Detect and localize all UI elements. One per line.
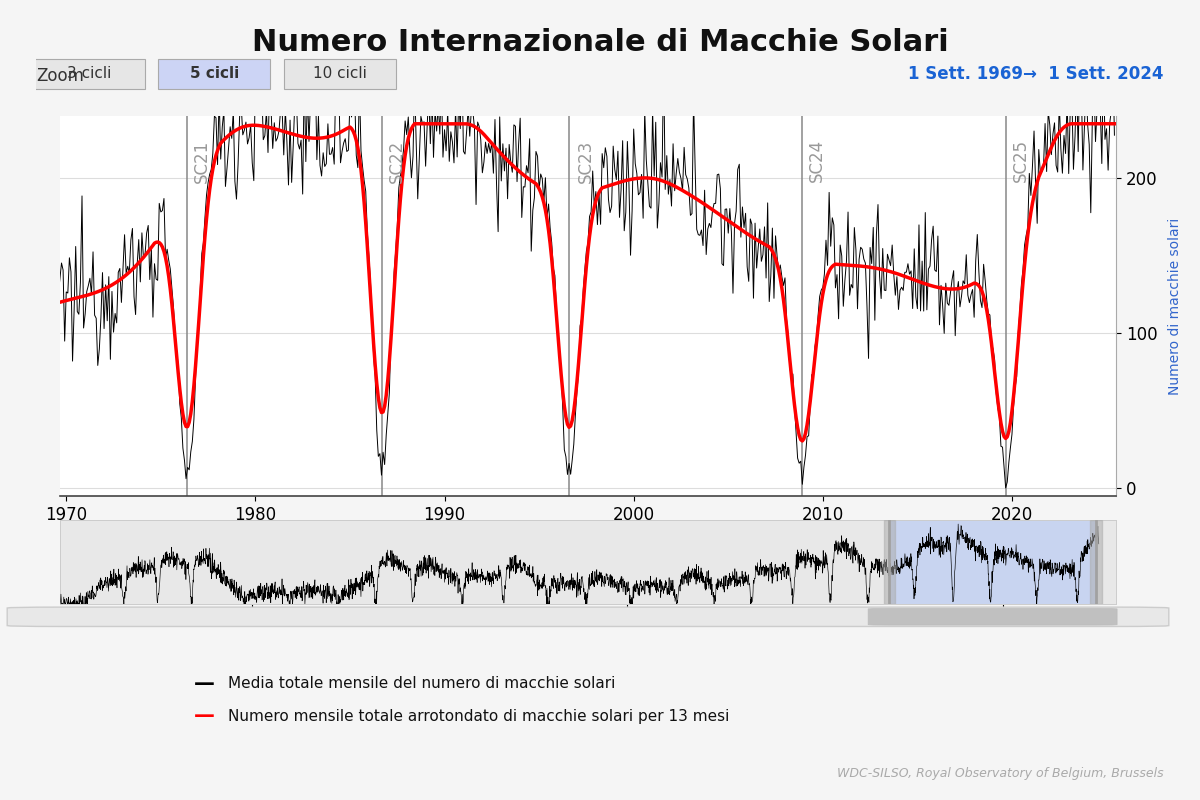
Text: 5 cicli: 5 cicli <box>190 66 239 82</box>
FancyBboxPatch shape <box>158 59 270 89</box>
Text: SC25: SC25 <box>1012 139 1030 182</box>
Text: Zoom: Zoom <box>36 67 84 85</box>
Text: Numero Internazionale di Macchie Solari: Numero Internazionale di Macchie Solari <box>252 28 948 57</box>
Text: Media totale mensile del numero di macchie solari: Media totale mensile del numero di macch… <box>228 677 616 691</box>
Text: WDC-SILSO, Royal Observatory of Belgium, Brussels: WDC-SILSO, Royal Observatory of Belgium,… <box>838 767 1164 780</box>
Text: 1 Sett. 1969→  1 Sett. 2024: 1 Sett. 1969→ 1 Sett. 2024 <box>908 66 1164 83</box>
Text: SC22: SC22 <box>388 139 406 182</box>
Bar <box>883 520 895 604</box>
Y-axis label: Numero di macchie solari: Numero di macchie solari <box>1169 218 1182 394</box>
Text: 10 cicli: 10 cicli <box>313 66 366 82</box>
FancyBboxPatch shape <box>868 609 1117 625</box>
Text: SC23: SC23 <box>577 139 595 182</box>
FancyBboxPatch shape <box>32 59 145 89</box>
Text: SC24: SC24 <box>808 139 826 182</box>
Text: —: — <box>193 706 215 726</box>
FancyBboxPatch shape <box>7 607 1169 626</box>
FancyBboxPatch shape <box>283 59 396 89</box>
Bar <box>889 520 1096 604</box>
Text: SC21: SC21 <box>193 139 211 182</box>
Bar <box>1091 520 1102 604</box>
Text: Numero mensile totale arrotondato di macchie solari per 13 mesi: Numero mensile totale arrotondato di mac… <box>228 709 730 723</box>
Text: 3 cicli: 3 cicli <box>67 66 110 82</box>
Text: —: — <box>193 674 215 694</box>
